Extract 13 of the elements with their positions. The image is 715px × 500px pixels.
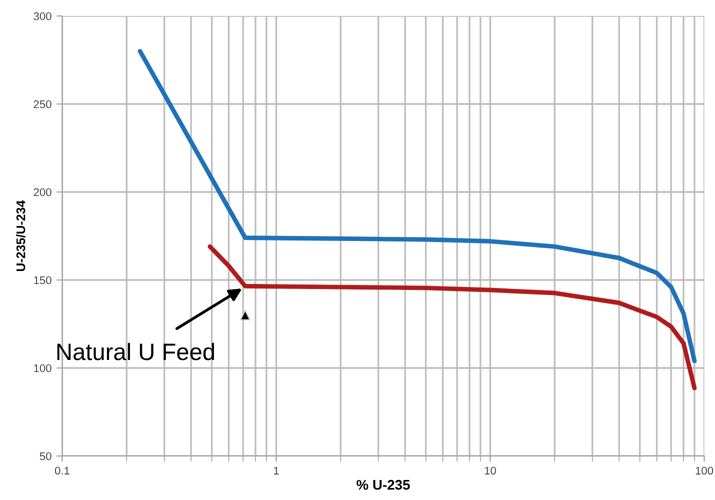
- y-axis-title: U-235/U-234: [16, 200, 26, 272]
- x-tick-label: 100: [696, 466, 714, 475]
- y-tick-label: 300: [34, 12, 52, 20]
- x-tick-label: 1: [274, 466, 279, 474]
- x-tick-label: 10: [484, 466, 496, 475]
- y-tick-label: 50: [40, 452, 52, 460]
- x-tick-label: 0.1: [54, 466, 70, 475]
- y-tick-label: 150: [34, 276, 52, 284]
- annotation: Natural U Feed: [57, 342, 214, 360]
- y-tick-label: 250: [34, 100, 52, 108]
- y-tick-label: 100: [34, 364, 52, 372]
- y-tick-label: 200: [34, 188, 52, 196]
- x-axis-title: % U-235: [356, 480, 410, 490]
